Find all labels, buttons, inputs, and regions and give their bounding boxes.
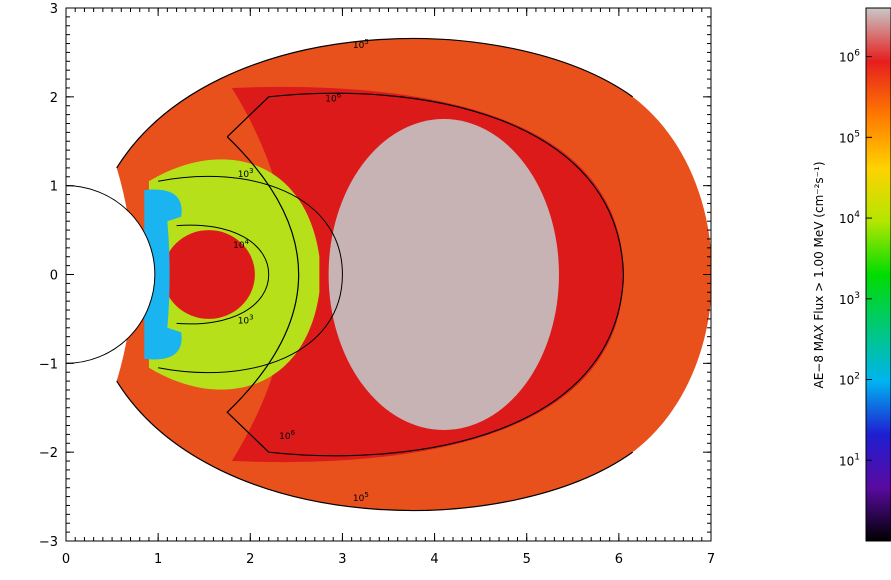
- x-tick-label: 0: [62, 552, 70, 567]
- heatmap-area: [66, 37, 711, 512]
- contour-label-1e5: 105: [353, 491, 369, 504]
- x-tick-label: 3: [338, 552, 346, 567]
- y-tick-label: 0: [50, 269, 58, 284]
- contour-labels: 105 105 106 106 103 103 104: [233, 38, 369, 504]
- contour-line-1e4: [176, 224, 270, 325]
- colorbar-tick-label: 105: [839, 129, 860, 145]
- y-tick-label: −1: [39, 357, 58, 372]
- y-axis: −3 −2 −1 0 1 2 3: [39, 2, 711, 550]
- colorbar-ticks: 101 102 103 104 105 106: [839, 49, 872, 468]
- x-axis: 0 1 2 3 4 5 6 7: [62, 8, 715, 567]
- colorbar-tick-label: 102: [839, 372, 860, 388]
- y-tick-label: 3: [50, 2, 58, 17]
- colorbar-label: AE−8 MAX Flux > 1.00 MeV (cm⁻²s⁻¹): [812, 161, 826, 388]
- x-tick-label: 6: [615, 552, 623, 567]
- x-tick-label: 7: [707, 552, 715, 567]
- earth-disk: [66, 185, 156, 364]
- y-tick-label: −2: [39, 446, 58, 461]
- contour-label-1e4: 104: [233, 238, 249, 251]
- contour-label-1e5: 105: [353, 38, 369, 51]
- y-tick-label: −3: [39, 535, 58, 550]
- colorbar-tick-label: 101: [839, 452, 860, 468]
- inner-belt-red: [162, 230, 255, 319]
- contour-label-1e6: 106: [325, 91, 341, 104]
- y-tick-label: 2: [50, 91, 58, 106]
- x-tick-label: 1: [154, 552, 162, 567]
- y-tick-label: 1: [50, 180, 58, 195]
- x-tick-label: 2: [246, 552, 254, 567]
- colorbar: [865, 7, 891, 542]
- x-tick-label: 5: [523, 552, 531, 567]
- contour-line-1e3: [158, 175, 343, 374]
- contour-label-1e3: 103: [238, 167, 254, 180]
- contour-label-1e3: 103: [238, 313, 254, 326]
- outer-peak-grey: [328, 119, 559, 430]
- colorbar-tick-label: 106: [839, 49, 860, 65]
- colorbar-tick-label: 103: [839, 291, 860, 307]
- colorbar-tick-label: 104: [839, 210, 860, 226]
- contour-line-1e5: [116, 37, 634, 512]
- earth-cyan-blue: [144, 189, 182, 360]
- x-tick-label: 4: [430, 552, 438, 567]
- contour-line-1e6: [226, 92, 625, 457]
- contour-label-1e6: 106: [279, 429, 295, 442]
